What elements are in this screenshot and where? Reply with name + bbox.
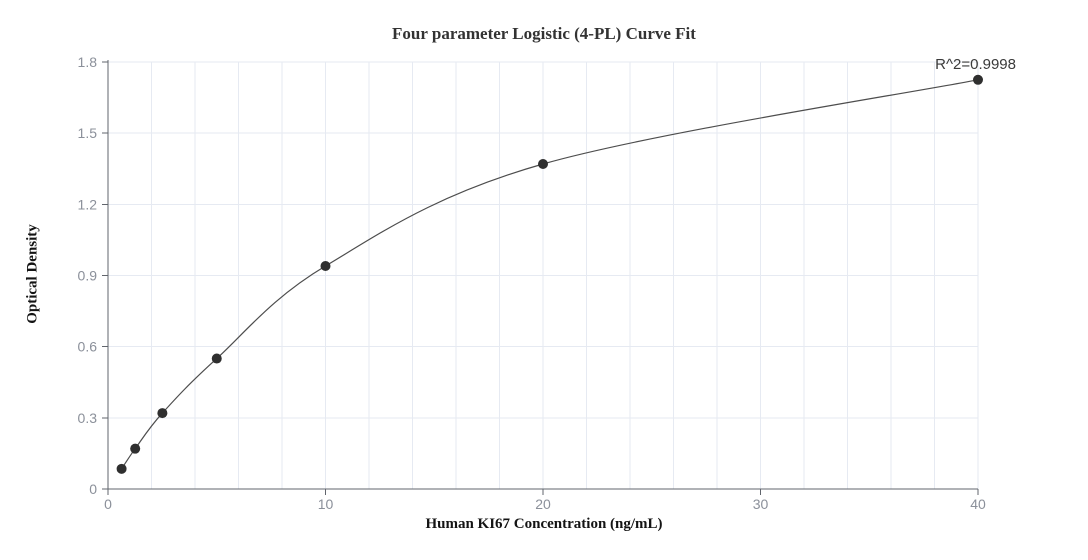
x-tick-label: 40 — [970, 496, 986, 512]
y-tick-label: 1.2 — [78, 196, 98, 212]
y-tick-label: 1.8 — [78, 54, 98, 70]
y-tick-label: 0.9 — [78, 268, 98, 284]
y-tick-label: 0 — [89, 481, 97, 497]
data-point — [538, 159, 548, 170]
data-point — [973, 74, 983, 85]
x-axis-title: Human KI67 Concentration (ng/mL) — [425, 516, 663, 532]
r-squared-annotation: R^2=0.9998 — [935, 56, 1016, 73]
x-tick-label: 10 — [318, 496, 334, 512]
data-point — [157, 408, 168, 419]
x-tick-label: 0 — [104, 496, 112, 512]
x-tick-label: 30 — [753, 496, 769, 512]
data-point — [116, 463, 127, 474]
data-point — [130, 443, 141, 454]
chart-title: Four parameter Logistic (4-PL) Curve Fit — [392, 24, 696, 43]
y-tick-label: 0.3 — [78, 410, 98, 426]
y-tick-label: 1.5 — [78, 125, 98, 141]
data-point — [320, 261, 331, 272]
x-tick-label: 20 — [535, 496, 551, 512]
data-point — [211, 353, 222, 364]
y-tick-label: 0.6 — [78, 339, 98, 355]
fit-curve-line — [121, 79, 979, 470]
